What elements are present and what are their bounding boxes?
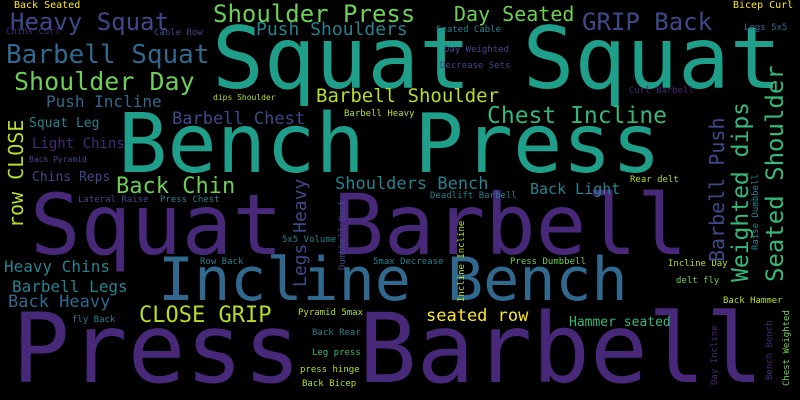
word-row-back: Row Back [200,257,244,267]
word-squat-squat: Squat Squat [212,9,782,109]
word-rear-delt: Rear delt [630,175,679,185]
word-light-chins: Light Chins [32,136,125,152]
word-shoulder-press: Shoulder Press [213,0,416,28]
word-incline-day: Incline Day [668,259,728,269]
word-back-heavy: Back Heavy [8,292,111,312]
word-delt-fly: delt fly [676,276,720,286]
word-barbell-shoulder: Barbell Shoulder [316,85,500,107]
word-legs-heavy: Legs Heavy [290,178,311,287]
word-back-bicep: Back Bicep [302,379,357,389]
word-lateral-raise: Lateral Raise [78,195,149,205]
word-dips-shoulder: dips Shoulder [213,93,276,102]
word-incline-bench: Incline Bench [158,245,628,315]
word-incline-incline: Incline Incline [457,220,467,302]
word-back-seated: Back Seated [14,0,81,11]
word-bench-bench: Bench Bench [765,320,775,380]
word-chins-curl: Chins Curl [6,27,61,37]
word-leg-press: Leg press [312,348,361,358]
word-squat-barbell: Squat Barbell [30,176,688,274]
word-day-seated: Day Seated [454,2,575,26]
word-shoulder-day: Shoulder Day [14,67,195,96]
word-back-light: Back Light [530,180,621,198]
word-seated-row: seated row [426,306,529,326]
word-legs-5x5: Legs 5x5 [744,23,788,33]
word-back-rear: Back Rear [312,328,361,338]
word-chins-reps: Chins Reps [32,170,111,185]
word-press-barbell: Press Barbell [12,293,764,400]
word-shoulders-bench: Shoulders Bench [335,174,489,194]
word-barbell-legs: Barbell Legs [12,277,128,296]
word-bicep-curl: Bicep Curl [733,0,794,11]
word-barbell-heavy: Barbell Heavy [344,109,415,119]
word-push-incline: Push Incline [46,92,162,111]
word-curl-barbell: Curl Barbell [629,86,695,96]
word-weighted-dips: Weighted dips [728,101,754,282]
word-back-pyramid: Back Pyramid [29,155,87,164]
word-seated-shoulder: Seated Shoulder [761,65,789,282]
word-press-dumbbell: Press Dumbbell [510,257,586,267]
word-press-hinge: press hinge [300,365,360,375]
word-day-incline: Day Incline [710,325,720,385]
word-row-close: row CLOSE [4,119,28,228]
word-seated-cable: Seated Cable [436,25,502,35]
word-5x5-volume: 5x5 Volume [282,235,337,245]
word-squat-leg: Squat Leg [29,116,100,131]
word-grip-back: GRIP Back [582,8,713,36]
word-back-chin: Back Chin [116,174,236,199]
word-fly-back: fly Back [72,315,116,325]
word-barbell-squat: Barbell Squat [6,40,210,70]
word-chest-weighted: Chest Weighted [782,310,792,386]
word-deadlift-barbell: Deadlift Barbell [430,191,517,201]
word-barbell-push: Barbell Push [705,117,729,263]
word-dumbbell-back: Dumbbell Back [338,199,348,270]
word-5max-decrease: 5max Decrease [373,257,444,267]
word-press-chest: Press Chest [160,195,220,205]
word-push-shoulders: Push Shoulders [256,19,408,40]
word-decrease-sets: Decrease Sets [440,61,511,71]
word-hammer-seated: Hammer seated [569,315,671,330]
word-barbell-chest: Barbell Chest [172,109,306,129]
word-raise-dumbbell: Raise Dumbbell [751,174,761,250]
word-bench-press: Bench Press [118,97,662,192]
word-back-hammer: Back Hammer [723,296,783,306]
word-close-grip: CLOSE GRIP [139,303,272,328]
word-cable-row: Cable Row [154,28,203,38]
word-heavy-squat: Heavy Squat [10,8,169,36]
word-heavy-chins: Heavy Chins [4,257,110,276]
word-pyramid-5max: Pyramid 5max [298,308,364,318]
word-chest-incline: Chest Incline [487,103,668,129]
word-day-weighted: Day Weighted [444,45,510,55]
